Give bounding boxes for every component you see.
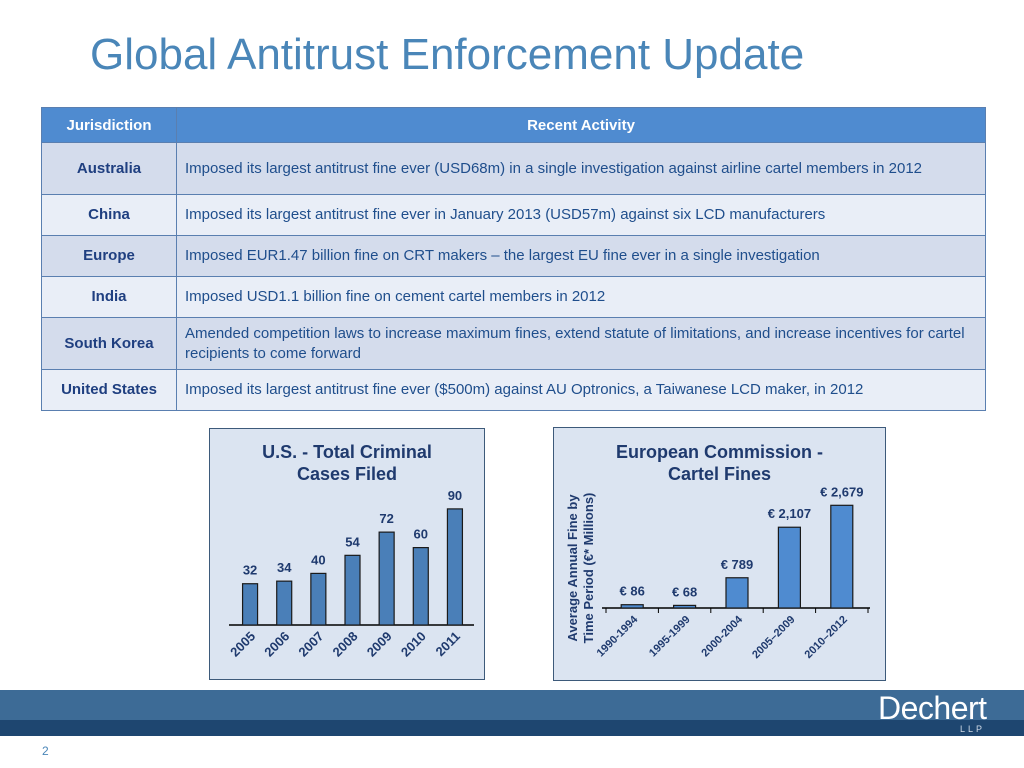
table-row: India Imposed USD1.1 billion fine on cem… <box>41 276 986 318</box>
x-tick-label: 2005–2009 <box>750 614 797 661</box>
activity-cell: Imposed EUR1.47 billion fine on CRT make… <box>176 235 986 277</box>
bar-data-label: € 789 <box>721 557 754 572</box>
table-row: Australia Imposed its largest antitrust … <box>41 142 986 195</box>
table-row: China Imposed its largest antitrust fine… <box>41 194 986 236</box>
page-title: Global Antitrust Enforcement Update <box>90 30 805 79</box>
jurisdiction-cell: Australia <box>41 142 177 195</box>
table-row: United States Imposed its largest antitr… <box>41 369 986 411</box>
chart-bar <box>241 583 259 626</box>
x-tick-label: 2010–2012 <box>803 614 850 661</box>
bar-data-label: € 2,107 <box>768 506 811 521</box>
ec-chart-title-line: Cartel Fines <box>667 464 772 484</box>
y-axis-label: Time Period (€* Millions) <box>581 493 596 644</box>
table-row: Europe Imposed EUR1.47 billion fine on C… <box>41 235 986 277</box>
footer-band <box>0 690 1024 720</box>
x-tick-label: 1990-1994 <box>595 613 641 659</box>
x-tick-label: 2011 <box>433 629 464 660</box>
footer-band-dark <box>0 720 1024 736</box>
bar-data-label: € 2,679 <box>820 484 863 499</box>
x-tick-label: 2009 <box>364 629 395 660</box>
bar-data-label: 60 <box>414 527 428 542</box>
chart-bar <box>725 577 749 609</box>
activity-cell: Amended competition laws to increase max… <box>176 317 986 370</box>
chart-bar <box>378 531 395 626</box>
bar-data-label: 90 <box>448 488 462 503</box>
bar-data-label: 32 <box>243 563 257 578</box>
x-tick-label: 2008 <box>330 629 361 660</box>
bar-data-label: 72 <box>379 511 393 526</box>
activity-cell: Imposed USD1.1 billion fine on cement ca… <box>176 276 986 318</box>
chart-bar <box>777 526 801 609</box>
x-tick-label: 2010 <box>398 629 429 660</box>
activity-cell: Imposed its largest antitrust fine ever … <box>176 369 986 411</box>
ec-chart-plot: € 86 1990-1994 € 68 1995-1999 € 789 2000-2004… <box>565 484 870 661</box>
chart-bar <box>412 546 429 626</box>
table-header-row: Jurisdiction Recent Activity <box>41 107 986 143</box>
us-chart-title: U.S. - Total Criminal Cases Filed <box>210 441 484 485</box>
bar-data-label: 54 <box>345 534 360 549</box>
x-tick-label: 1995-1999 <box>647 614 693 660</box>
jurisdiction-cell: India <box>41 276 177 318</box>
page-number: 2 <box>42 744 49 758</box>
ec-chart-title: European Commission - Cartel Fines <box>554 441 885 485</box>
dechert-logo: Dechert <box>878 690 987 726</box>
ec-chart-title-line: European Commission - <box>615 442 824 462</box>
chart-bar <box>310 572 327 626</box>
activity-cell: Imposed its largest antitrust fine ever … <box>176 142 986 195</box>
x-tick-label: 2005 <box>227 629 258 660</box>
dechert-logo-llp: LLP <box>960 724 986 734</box>
chart-bar <box>620 604 644 609</box>
header-recent-activity: Recent Activity <box>176 107 986 143</box>
enforcement-table: Jurisdiction Recent Activity Australia I… <box>41 107 986 411</box>
us-chart-title-line: U.S. - Total Criminal <box>262 442 432 462</box>
jurisdiction-cell: China <box>41 194 177 236</box>
bar-data-label: 34 <box>277 560 292 575</box>
bar-data-label: € 86 <box>620 584 645 599</box>
us-chart-title-line: Cases Filed <box>296 464 398 484</box>
jurisdiction-cell: United States <box>41 369 177 411</box>
chart-bar <box>830 504 854 609</box>
us-chart-plot: 32 2005 34 2006 40 2007 54 2008 72 2009 60 2010 90 20… <box>227 488 474 660</box>
us-cases-chart: U.S. - Total Criminal Cases Filed 32 2005… <box>209 428 485 680</box>
chart-bar <box>344 554 361 626</box>
table-row: South Korea Amended competition laws to … <box>41 317 986 370</box>
jurisdiction-cell: Europe <box>41 235 177 277</box>
x-tick-label: 2007 <box>295 629 326 660</box>
chart-bar <box>276 580 293 626</box>
jurisdiction-cell: South Korea <box>41 317 177 370</box>
x-tick-label: 2006 <box>261 629 292 660</box>
header-jurisdiction: Jurisdiction <box>41 107 177 143</box>
bar-data-label: € 68 <box>672 584 697 599</box>
chart-bar <box>446 508 464 626</box>
chart-bar <box>672 604 697 609</box>
ec-fines-chart: European Commission - Cartel Fines € 86 1… <box>553 427 886 681</box>
activity-cell: Imposed its largest antitrust fine ever … <box>176 194 986 236</box>
x-tick-label: 2000-2004 <box>699 613 745 659</box>
bar-data-label: 40 <box>311 552 325 567</box>
y-axis-label: Average Annual Fine by <box>565 494 580 642</box>
